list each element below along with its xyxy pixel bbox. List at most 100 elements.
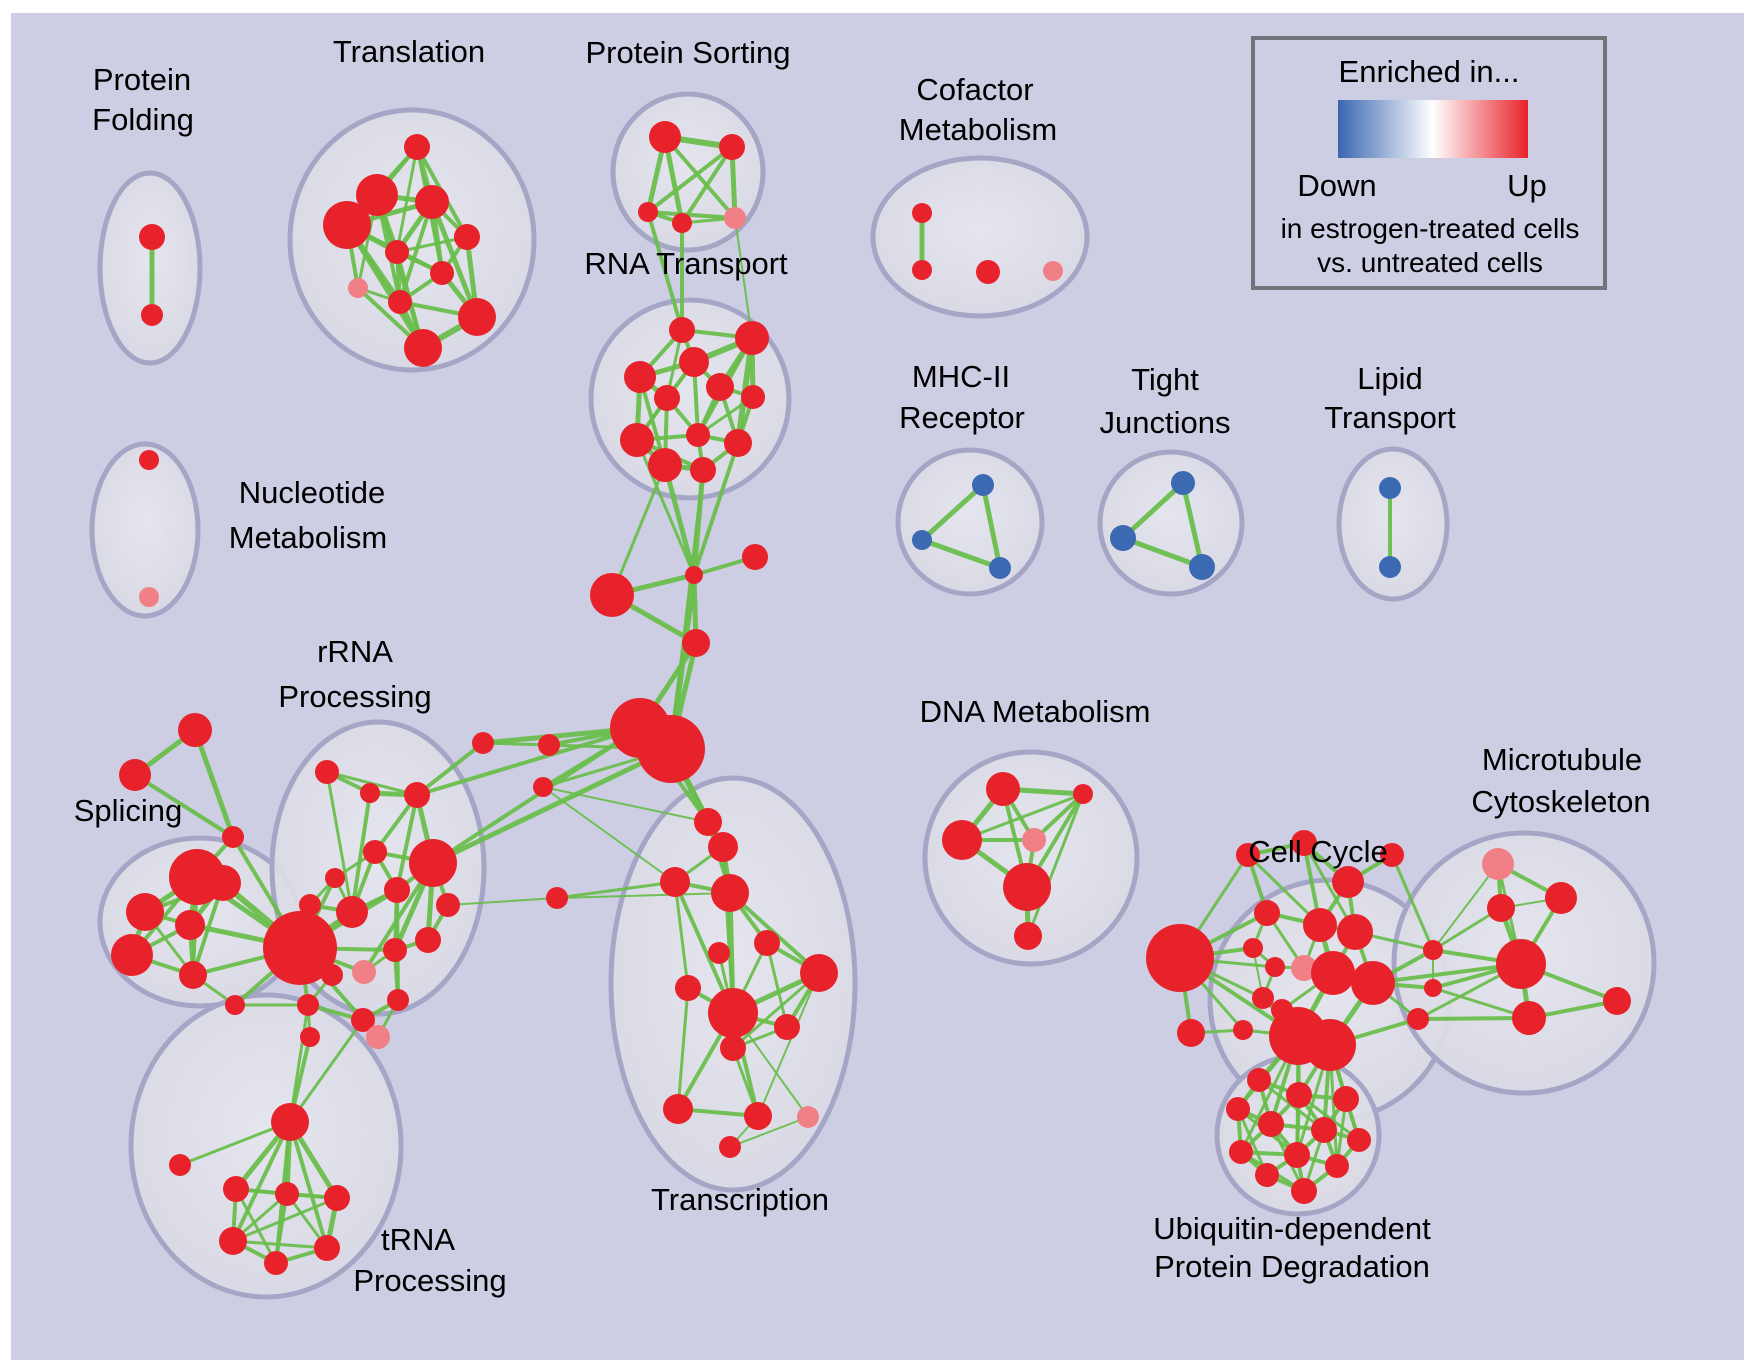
network-edge (288, 1018, 365, 1124)
cluster-bubble-cofactor-metabolism (870, 155, 1090, 319)
network-node-t9 (388, 290, 412, 314)
network-edge (542, 786, 676, 883)
network-edge (556, 892, 731, 899)
network-node-lp1 (1379, 477, 1401, 499)
network-node-tr9 (708, 988, 758, 1038)
network-node-tr10 (774, 1014, 800, 1040)
cluster-label: Cell Cycle (1248, 834, 1388, 869)
network-node-rr19 (366, 1025, 390, 1049)
network-node-tj2 (1110, 525, 1136, 551)
network-node-p2 (1304, 1019, 1356, 1071)
network-node-tw6 (314, 1235, 340, 1261)
network-node-pf1 (139, 224, 165, 250)
network-edge (663, 135, 737, 220)
network-node-dn3 (942, 820, 982, 860)
network-node-t8 (348, 278, 368, 298)
network-node-mt4 (1496, 939, 1546, 989)
network-node-cc3 (1236, 843, 1260, 867)
network-edge (731, 971, 821, 1050)
legend-title: Enriched in... (1339, 54, 1520, 89)
network-edge (350, 791, 372, 914)
network-node-iso (169, 1154, 191, 1176)
network-node-rr13 (321, 964, 343, 986)
network-node-ps2 (719, 134, 745, 160)
network-nodes (111, 121, 1631, 1275)
network-node-ub11 (1255, 1163, 1279, 1187)
network-edge (676, 986, 690, 1111)
cluster-label: RNA Transport (584, 246, 788, 281)
network-node-rr10 (336, 896, 368, 928)
network-node-dn1 (986, 772, 1020, 806)
cluster-bubble-lipid-transport (1336, 446, 1450, 602)
network-node-tr1 (694, 808, 722, 836)
network-edge (646, 210, 684, 332)
cluster-label: Transport (1324, 400, 1456, 435)
network-node-sp5 (111, 934, 153, 976)
cluster-label: Processing (278, 679, 431, 714)
network-node-tw4 (219, 1227, 247, 1255)
network-edge (669, 468, 705, 751)
network-node-ub3 (1333, 1086, 1359, 1112)
network-edge (646, 210, 737, 220)
network-node-sp3 (126, 893, 164, 931)
network-node-t1 (404, 134, 430, 160)
network-edge (673, 880, 690, 990)
network-node-tw3 (324, 1185, 350, 1211)
legend-gradient-bar (1338, 100, 1528, 158)
network-node-cc14 (1265, 957, 1285, 977)
cluster-label: Protein Degradation (1154, 1249, 1430, 1284)
network-node-dn2 (1073, 784, 1093, 804)
legend-down-label: Down (1297, 168, 1376, 203)
legend-box (1251, 36, 1607, 290)
network-node-t6 (385, 240, 409, 264)
cluster-label: Translation (333, 34, 485, 69)
network-edge (610, 463, 667, 597)
cluster-label: Transcription (651, 1182, 829, 1217)
network-node-dn6 (1014, 922, 1042, 950)
network-edge (734, 217, 753, 339)
cluster-bubble-tight-junctions (1097, 449, 1245, 597)
network-edge (231, 1196, 339, 1243)
network-node-cc7 (1332, 866, 1364, 898)
network-node-cx1 (1423, 940, 1443, 960)
network-edge (635, 438, 696, 577)
cluster-label: Cofactor (916, 72, 1033, 107)
cluster-label: tRNA (381, 1222, 455, 1257)
network-node-rr11 (299, 894, 321, 916)
network-node-mt3 (1487, 894, 1515, 922)
cluster-label: Ubiquitin-dependent (1153, 1211, 1431, 1246)
network-node-rr5 (363, 840, 387, 864)
network-node-lp2 (1379, 556, 1401, 578)
network-node-t11 (404, 329, 442, 367)
network-node-cc5 (1254, 900, 1280, 926)
network-edge (1120, 480, 1186, 541)
network-node-rt9 (620, 423, 654, 457)
network-edge (980, 482, 1003, 571)
network-node-rr15 (415, 927, 441, 953)
cluster-bubble-mhc-ii-receptor (895, 447, 1045, 597)
network-node-cc6 (1303, 908, 1337, 942)
network-node-ub1 (1247, 1068, 1271, 1092)
network-node-cf2 (912, 260, 932, 280)
network-node-rt10 (724, 429, 752, 457)
network-node-rr20 (300, 1027, 320, 1047)
network-node-t10 (458, 298, 496, 336)
cluster-bubble-trna-processing (128, 992, 404, 1300)
cluster-label: Lipid (1357, 361, 1423, 396)
network-node-ub8 (1229, 1140, 1253, 1164)
network-node-rr16 (297, 994, 319, 1016)
network-node-tr3 (660, 867, 690, 897)
network-node-c4 (538, 734, 560, 756)
network-node-tr6 (708, 942, 730, 964)
legend-caption-line1: in estrogen-treated cells (1281, 213, 1580, 244)
network-node-rt8 (686, 423, 710, 447)
network-edge (430, 746, 674, 866)
network-node-tr13 (744, 1102, 772, 1130)
network-node-ub5 (1258, 1111, 1284, 1137)
network-node-m1 (590, 573, 634, 617)
network-node-tr15 (719, 1136, 741, 1158)
network-node-c7 (472, 732, 494, 754)
network-node-cc10 (1311, 951, 1355, 995)
